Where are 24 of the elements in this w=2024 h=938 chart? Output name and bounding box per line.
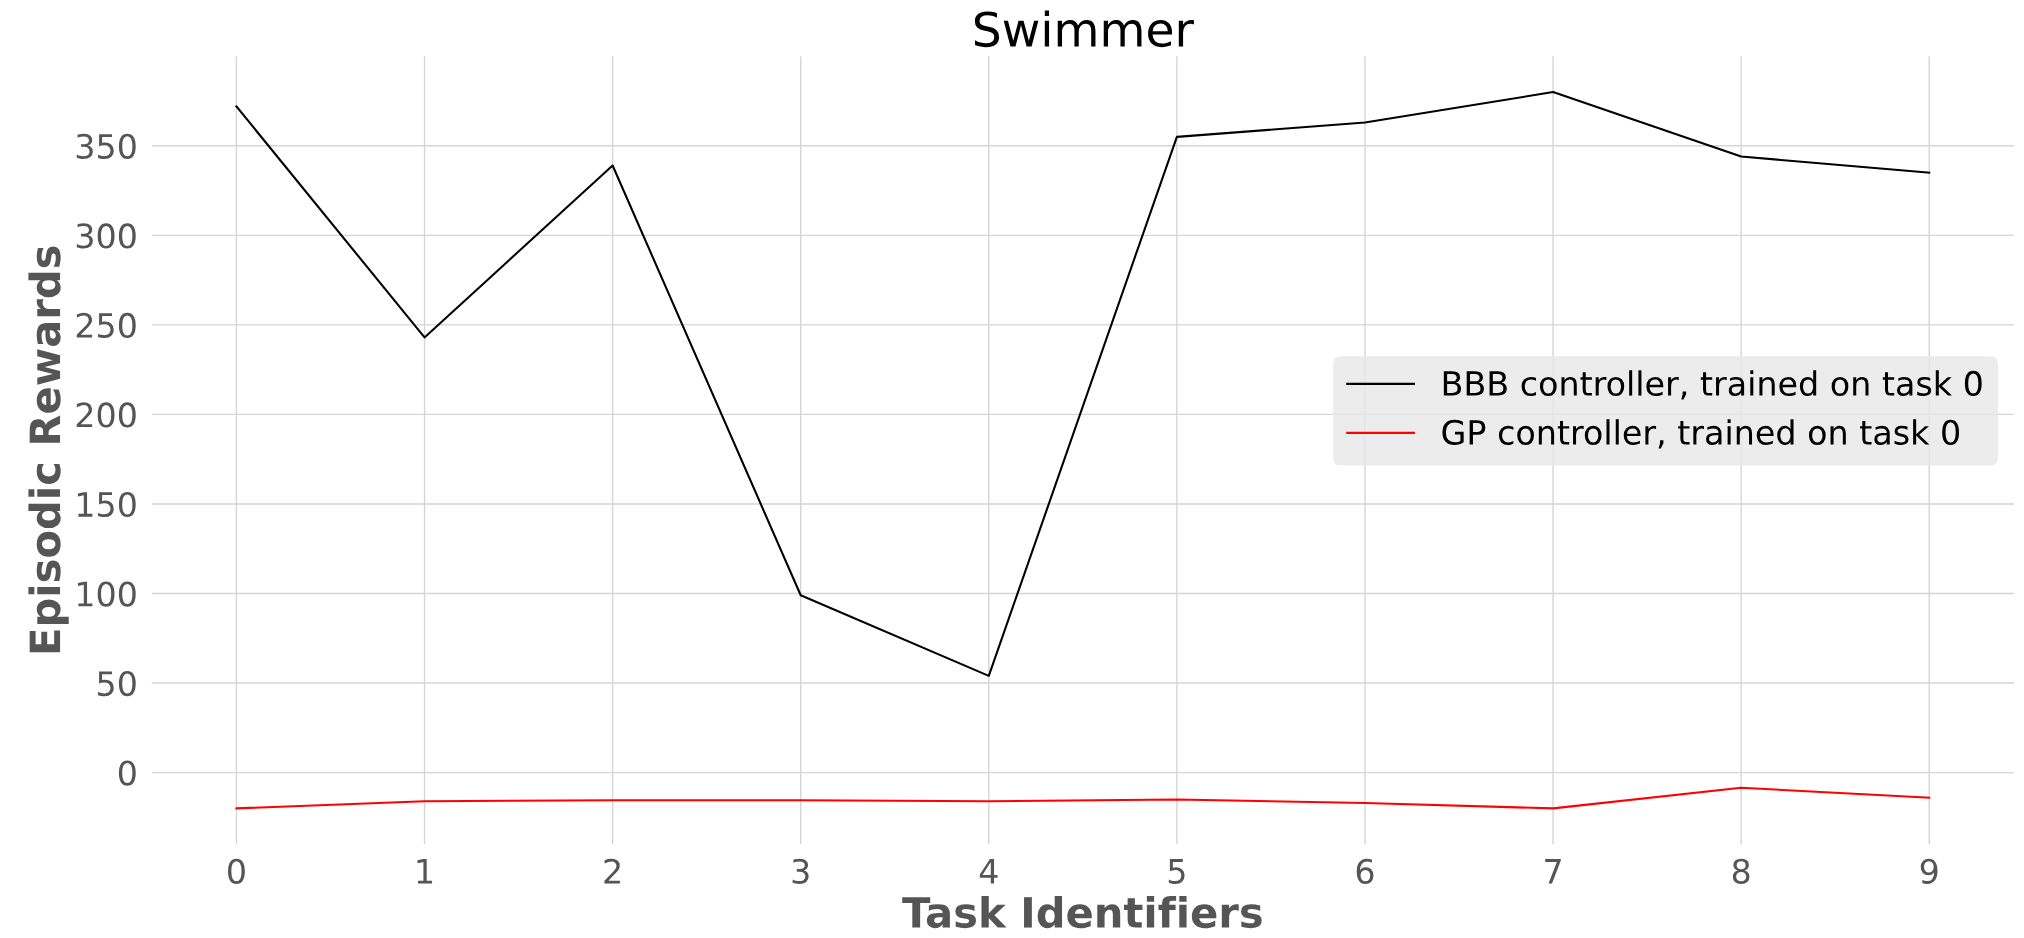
y-tick-label: 150 [77, 491, 136, 518]
x-tick-label: 9 [1920, 858, 1938, 884]
y-tick-label: 50 [98, 670, 136, 697]
x-tick-label: 0 [228, 858, 245, 884]
y-tick-label: 250 [76, 312, 136, 339]
x-tick-label: 7 [1545, 859, 1561, 884]
x-tick-label: 2 [604, 858, 620, 884]
y-tick-label: 100 [77, 581, 136, 607]
y-tick-label: 0 [118, 760, 136, 786]
x-axis-title: Task Identifiers [902, 895, 1262, 929]
line-series [235, 786, 1931, 810]
chart-title: Swimmer [974, 10, 1194, 48]
x-tick-label: 6 [1356, 858, 1374, 884]
legend-label: GP controller, trained on task 0 [1442, 419, 1959, 449]
y-axis-title: Episodic Rewards [28, 246, 69, 653]
x-tick-label: 8 [1732, 858, 1750, 884]
x-tick-label: 3 [792, 858, 809, 884]
x-tick-label: 4 [979, 859, 998, 884]
x-tick-label: 1 [417, 859, 433, 884]
y-tick-label: 350 [76, 133, 136, 159]
y-tick-label: 200 [76, 402, 136, 428]
y-tick-label: 300 [76, 223, 136, 249]
legend-label: BBB controller, trained on task 0 [1443, 370, 1982, 400]
x-tick-label: 5 [1168, 859, 1185, 884]
